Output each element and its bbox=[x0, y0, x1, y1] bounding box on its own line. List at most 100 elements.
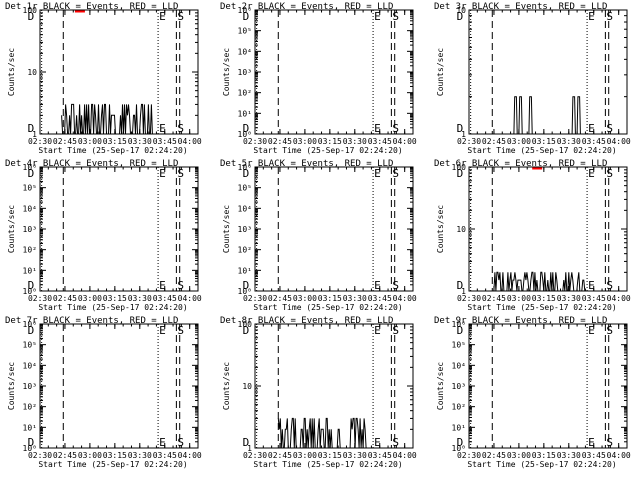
x-axis-label: Start Time (25-Sep-17 02:24:20) bbox=[38, 146, 187, 155]
y-tick-label: 10¹ bbox=[452, 423, 466, 432]
x-tick-label: 03:00 bbox=[507, 137, 531, 146]
y-tick-label: 10⁶ bbox=[23, 320, 37, 329]
flag-label: S bbox=[392, 122, 399, 135]
x-tick-label: 03:15 bbox=[532, 137, 556, 146]
x-tick-label: 04:00 bbox=[178, 294, 202, 303]
x-tick-label: 02:30 bbox=[457, 137, 481, 146]
x-tick-label: 03:30 bbox=[343, 294, 367, 303]
x-tick-label: 03:45 bbox=[582, 451, 606, 460]
y-axis-label: Counts/sec bbox=[7, 48, 16, 96]
flag-label: S bbox=[392, 436, 399, 449]
flag-label: D bbox=[28, 122, 35, 135]
flag-label: E bbox=[374, 10, 381, 23]
x-tick-label: 02:45 bbox=[53, 137, 77, 146]
y-tick-label: 10⁴ bbox=[238, 47, 252, 56]
x-tick-label: 02:45 bbox=[268, 137, 292, 146]
flag-label: E bbox=[159, 436, 166, 449]
y-tick-label: 100 bbox=[452, 163, 467, 172]
y-tick-label: 10² bbox=[23, 246, 37, 255]
x-tick-label: 03:45 bbox=[582, 137, 606, 146]
flag-label: D bbox=[243, 324, 250, 337]
y-axis-label: Counts/sec bbox=[222, 205, 231, 253]
x-tick-label: 02:30 bbox=[243, 294, 267, 303]
x-tick-label: 04:00 bbox=[607, 137, 631, 146]
flag-label: S bbox=[392, 167, 399, 180]
flag-label: D bbox=[243, 122, 250, 135]
x-tick-label: 02:30 bbox=[28, 451, 52, 460]
x-tick-label: 03:00 bbox=[293, 137, 317, 146]
y-tick-label: 10 bbox=[456, 6, 466, 15]
flag-label: E bbox=[159, 167, 166, 180]
y-tick-label: 10³ bbox=[23, 382, 37, 391]
flag-label: S bbox=[606, 122, 613, 135]
flag-label: D bbox=[28, 324, 35, 337]
flag-label: D bbox=[28, 279, 35, 292]
y-tick-label: 10 bbox=[27, 68, 37, 77]
events-series-spike bbox=[518, 96, 524, 135]
chart-title: Det 8r BLACK = Events, RED = LLD bbox=[220, 316, 393, 326]
y-tick-label: 10 bbox=[242, 382, 252, 391]
plot-frame bbox=[468, 9, 628, 135]
flag-label: E bbox=[588, 10, 595, 23]
y-tick-label: 1 bbox=[461, 130, 466, 139]
flag-label: D bbox=[243, 10, 250, 23]
events-series-spike bbox=[571, 96, 577, 135]
x-tick-label: 03:45 bbox=[582, 294, 606, 303]
x-tick-label: 04:00 bbox=[607, 294, 631, 303]
x-tick-label: 02:30 bbox=[28, 294, 52, 303]
flag-label: E bbox=[159, 324, 166, 337]
y-axis-label: Counts/sec bbox=[7, 205, 16, 253]
flag-label: D bbox=[243, 279, 250, 292]
flag-label: D bbox=[457, 122, 464, 135]
flag-label: S bbox=[177, 122, 184, 135]
x-tick-label: 03:30 bbox=[557, 137, 581, 146]
flag-label: E bbox=[374, 279, 381, 292]
chart-title: Det 9r BLACK = Events, RED = LLD bbox=[434, 316, 607, 326]
y-axis-label: Counts/sec bbox=[436, 205, 445, 253]
x-tick-label: 02:30 bbox=[457, 451, 481, 460]
y-tick-label: 10 bbox=[456, 225, 466, 234]
x-tick-label: 03:00 bbox=[293, 294, 317, 303]
events-series-line bbox=[277, 417, 368, 449]
x-tick-label: 03:30 bbox=[557, 294, 581, 303]
flag-label: S bbox=[392, 10, 399, 23]
flag-label: S bbox=[177, 167, 184, 180]
x-tick-label: 02:30 bbox=[28, 137, 52, 146]
chart-title: Det 1r BLACK = Events, RED = LLD bbox=[5, 2, 178, 12]
y-tick-label: 10³ bbox=[452, 382, 466, 391]
flag-label: D bbox=[243, 436, 250, 449]
y-tick-label: 10⁵ bbox=[238, 184, 252, 193]
y-tick-label: 100 bbox=[238, 320, 253, 329]
chart-panel: Det 1r BLACK = Events, RED = LLD 1 10 100 Co… bbox=[5, 2, 202, 155]
x-tick-label: 04:00 bbox=[178, 451, 202, 460]
events-series-line bbox=[493, 271, 586, 292]
x-tick-label: 03:45 bbox=[153, 137, 177, 146]
x-tick-label: 03:15 bbox=[532, 451, 556, 460]
x-tick-label: 02:30 bbox=[457, 294, 481, 303]
x-tick-label: 02:45 bbox=[268, 451, 292, 460]
flag-label: D bbox=[457, 436, 464, 449]
chart-panel: Det 5r BLACK = Events, RED = LLD 10⁰ 10¹ 10… bbox=[220, 159, 417, 312]
x-tick-label: 04:00 bbox=[393, 451, 417, 460]
y-tick-label: 10⁴ bbox=[452, 361, 466, 370]
y-tick-label: 10⁵ bbox=[23, 184, 37, 193]
y-tick-label: 10¹ bbox=[238, 266, 252, 275]
flag-label: D bbox=[457, 324, 464, 337]
y-tick-label: 10⁰ bbox=[238, 130, 252, 139]
y-axis-label: Counts/sec bbox=[222, 362, 231, 410]
flag-label: S bbox=[177, 10, 184, 23]
chart-panel: Det 9r BLACK = Events, RED = LLD 10⁰ 10¹ 10… bbox=[434, 316, 631, 469]
y-tick-label: 10² bbox=[238, 89, 252, 98]
y-tick-label: 10⁰ bbox=[452, 444, 466, 453]
x-tick-label: 03:45 bbox=[368, 294, 392, 303]
chart-title: Det 4r BLACK = Events, RED = LLD bbox=[5, 159, 178, 169]
y-tick-label: 10¹ bbox=[238, 109, 252, 118]
y-tick-label: 10² bbox=[238, 246, 252, 255]
y-tick-label: 10³ bbox=[238, 68, 252, 77]
x-tick-label: 04:00 bbox=[393, 294, 417, 303]
chart-title: Det 2r BLACK = Events, RED = LLD bbox=[220, 2, 393, 12]
x-tick-label: 03:15 bbox=[103, 451, 127, 460]
x-axis-label: Start Time (25-Sep-17 02:24:20) bbox=[467, 146, 616, 155]
flag-label: E bbox=[588, 324, 595, 337]
flag-label: E bbox=[374, 167, 381, 180]
